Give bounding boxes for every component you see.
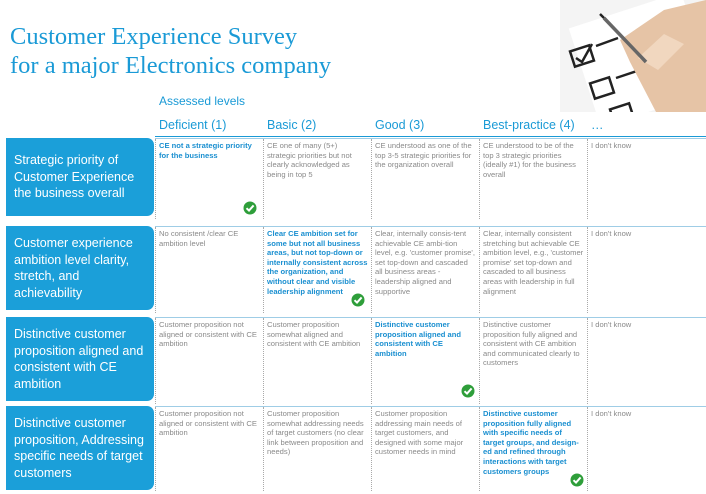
row-label-text: Strategic priority of Customer Experienc… [14, 153, 135, 201]
row-label-3: Distinctive customer proposition aligned… [6, 317, 154, 401]
checklist-hand-illustration [560, 0, 706, 112]
cell-row3-level2[interactable]: Customer proposition somewhat aligned an… [263, 318, 371, 404]
cell-row1-level3[interactable]: CE understood as one of the top 3-5 stra… [371, 139, 479, 219]
row-label-2: Customer experience ambition level clari… [6, 226, 154, 310]
title-line-2: for a major Electronics company [10, 52, 332, 79]
assessment-row-4: Customer proposition not aligned or cons… [155, 406, 706, 491]
row-label-text: Customer experience ambition level clari… [14, 236, 133, 300]
level-basic: Basic (2) [267, 118, 317, 132]
cell-row2-level5[interactable]: I don't know [587, 227, 706, 313]
check-icon [570, 473, 584, 487]
level-deficient: Deficient (1) [159, 118, 227, 132]
check-icon [243, 201, 257, 215]
cell-row3-level5[interactable]: I don't know [587, 318, 706, 404]
row-label-text: Distinctive customer proposition aligned… [14, 327, 144, 391]
cell-row1-level1[interactable]: CE not a strategic priority for the busi… [155, 139, 263, 219]
level-best-practice: Best-practice (4) [483, 118, 575, 132]
cell-row2-level2[interactable]: Clear CE ambition set for some but not a… [263, 227, 371, 313]
cell-row3-level4[interactable]: Distinctive customer proposition fully a… [479, 318, 587, 404]
cell-row1-level4[interactable]: CE understood to be of the top 3 strateg… [479, 139, 587, 219]
cell-row4-level5[interactable]: I don't know [587, 407, 706, 491]
level-unknown: … [591, 118, 604, 132]
cell-row4-level3[interactable]: Customer proposition addressing main nee… [371, 407, 479, 491]
cell-row3-level1[interactable]: Customer proposition not aligned or cons… [155, 318, 263, 404]
cell-row2-level3[interactable]: Clear, internally consis-tent achievable… [371, 227, 479, 313]
cell-row1-level2[interactable]: CE one of many (5+) strategic priorities… [263, 139, 371, 219]
cell-row1-level5[interactable]: I don't know [587, 139, 706, 219]
assessment-row-1: CE not a strategic priority for the busi… [155, 138, 706, 219]
cell-row4-level1[interactable]: Customer proposition not aligned or cons… [155, 407, 263, 491]
check-icon [351, 293, 365, 307]
assessment-row-3: Customer proposition not aligned or cons… [155, 317, 706, 404]
row-label-1: Strategic priority of Customer Experienc… [6, 138, 154, 216]
title-line-1: Customer Experience Survey [10, 23, 298, 50]
cell-row4-level4[interactable]: Distinctive customer proposition fully a… [479, 407, 587, 491]
cell-row2-level1[interactable]: No consistent /clear CE ambition level [155, 227, 263, 313]
assessed-levels-label: Assessed levels [159, 94, 246, 108]
cell-row2-level4[interactable]: Clear, internally consistent stretching … [479, 227, 587, 313]
row-label-4: Distinctive customer proposition, Addres… [6, 406, 154, 490]
cell-row4-level2[interactable]: Customer proposition somewhat addressing… [263, 407, 371, 491]
cell-row3-level3[interactable]: Distinctive customer proposition aligned… [371, 318, 479, 404]
level-good: Good (3) [375, 118, 425, 132]
level-header-row: Deficient (1) Basic (2) Good (3) Best-pr… [155, 116, 706, 137]
check-icon [461, 384, 475, 398]
assessment-row-2: No consistent /clear CE ambition level Cl… [155, 226, 706, 313]
page-title: Customer Experience Survey for a major E… [10, 22, 430, 80]
row-label-text: Distinctive customer proposition, Addres… [14, 416, 144, 480]
